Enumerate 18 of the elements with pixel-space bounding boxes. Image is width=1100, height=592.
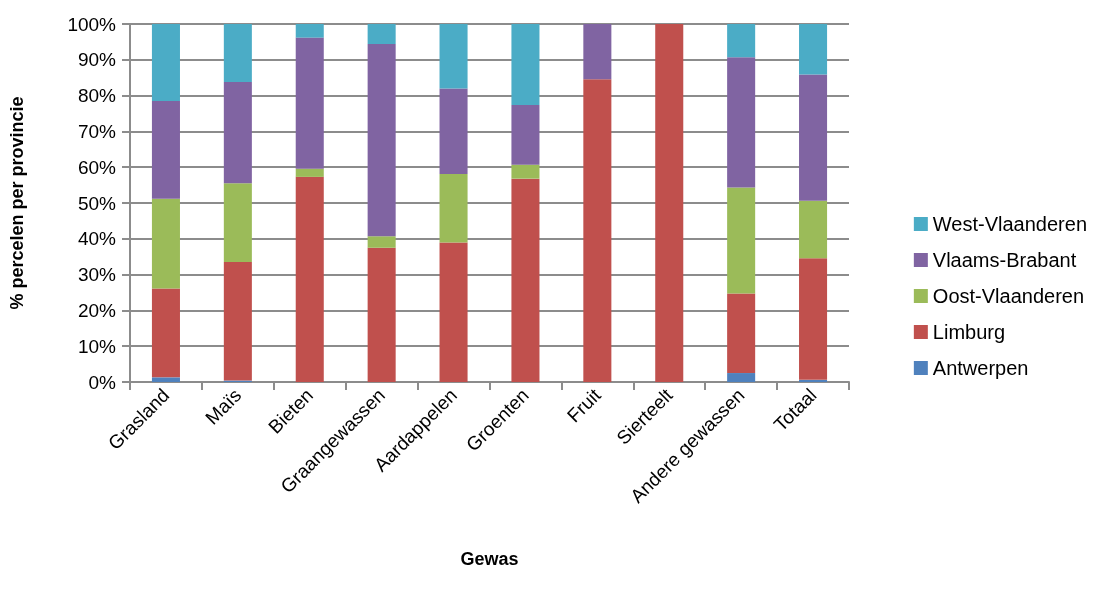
y-tick-label: 0%: [88, 371, 117, 393]
y-tick-label: 70%: [77, 120, 117, 142]
y-axis-title: % percelen per provincie: [7, 96, 27, 310]
y-tick-label: 40%: [77, 228, 117, 250]
y-tick-label: 100%: [67, 13, 117, 35]
legend-label: Antwerpen: [932, 357, 1029, 379]
y-tick-label: 20%: [77, 299, 117, 321]
legend-label: Vlaams-Brabant: [932, 249, 1077, 271]
x-axis-title: Gewas: [460, 549, 519, 569]
legend-label: West-Vlaanderen: [932, 213, 1088, 235]
y-tick-label: 50%: [77, 192, 117, 214]
y-tick-label: 30%: [77, 264, 117, 286]
legend-label: Limburg: [932, 321, 1006, 343]
y-tick-label: 60%: [77, 156, 117, 178]
y-tick-label: 90%: [77, 49, 117, 71]
y-tick-label: 10%: [77, 335, 117, 357]
legend-label: Oost-Vlaanderen: [932, 285, 1085, 307]
y-tick-label: 80%: [77, 85, 117, 107]
